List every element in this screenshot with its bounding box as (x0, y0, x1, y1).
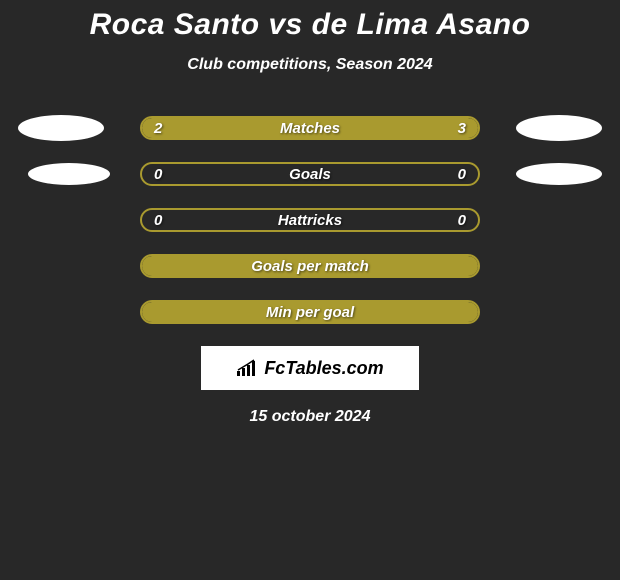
stat-bar: Goals per match (140, 254, 480, 278)
stat-bar: Min per goal (140, 300, 480, 324)
stat-bar: 0Hattricks0 (140, 208, 480, 232)
stat-row: 0Goals0 (0, 162, 620, 186)
subtitle: Club competitions, Season 2024 (0, 56, 620, 74)
stat-value-right: 0 (458, 212, 466, 229)
page-title: Roca Santo vs de Lima Asano (0, 8, 620, 42)
stat-value-right: 3 (458, 120, 466, 137)
player-bubble-right (516, 115, 602, 141)
stat-label: Matches (142, 120, 478, 137)
stat-label: Min per goal (142, 304, 478, 321)
stat-row: Goals per match (0, 254, 620, 278)
branding-text: FcTables.com (264, 358, 383, 379)
stats-card: Roca Santo vs de Lima Asano Club competi… (0, 0, 620, 426)
stat-label: Hattricks (142, 212, 478, 229)
stat-label: Goals per match (142, 258, 478, 275)
stat-value-right: 0 (458, 166, 466, 183)
stat-row: 0Hattricks0 (0, 208, 620, 232)
stat-bar: 0Goals0 (140, 162, 480, 186)
date-label: 15 october 2024 (0, 408, 620, 426)
stat-row: 2Matches3 (0, 116, 620, 140)
stat-bar: 2Matches3 (140, 116, 480, 140)
player-bubble-left (28, 163, 110, 185)
branding-badge: FcTables.com (201, 346, 419, 390)
chart-icon (236, 359, 258, 377)
stat-row: Min per goal (0, 300, 620, 324)
player-bubble-left (18, 115, 104, 141)
stat-label: Goals (142, 166, 478, 183)
player-bubble-right (516, 163, 602, 185)
stats-rows: 2Matches30Goals00Hattricks0Goals per mat… (0, 116, 620, 324)
